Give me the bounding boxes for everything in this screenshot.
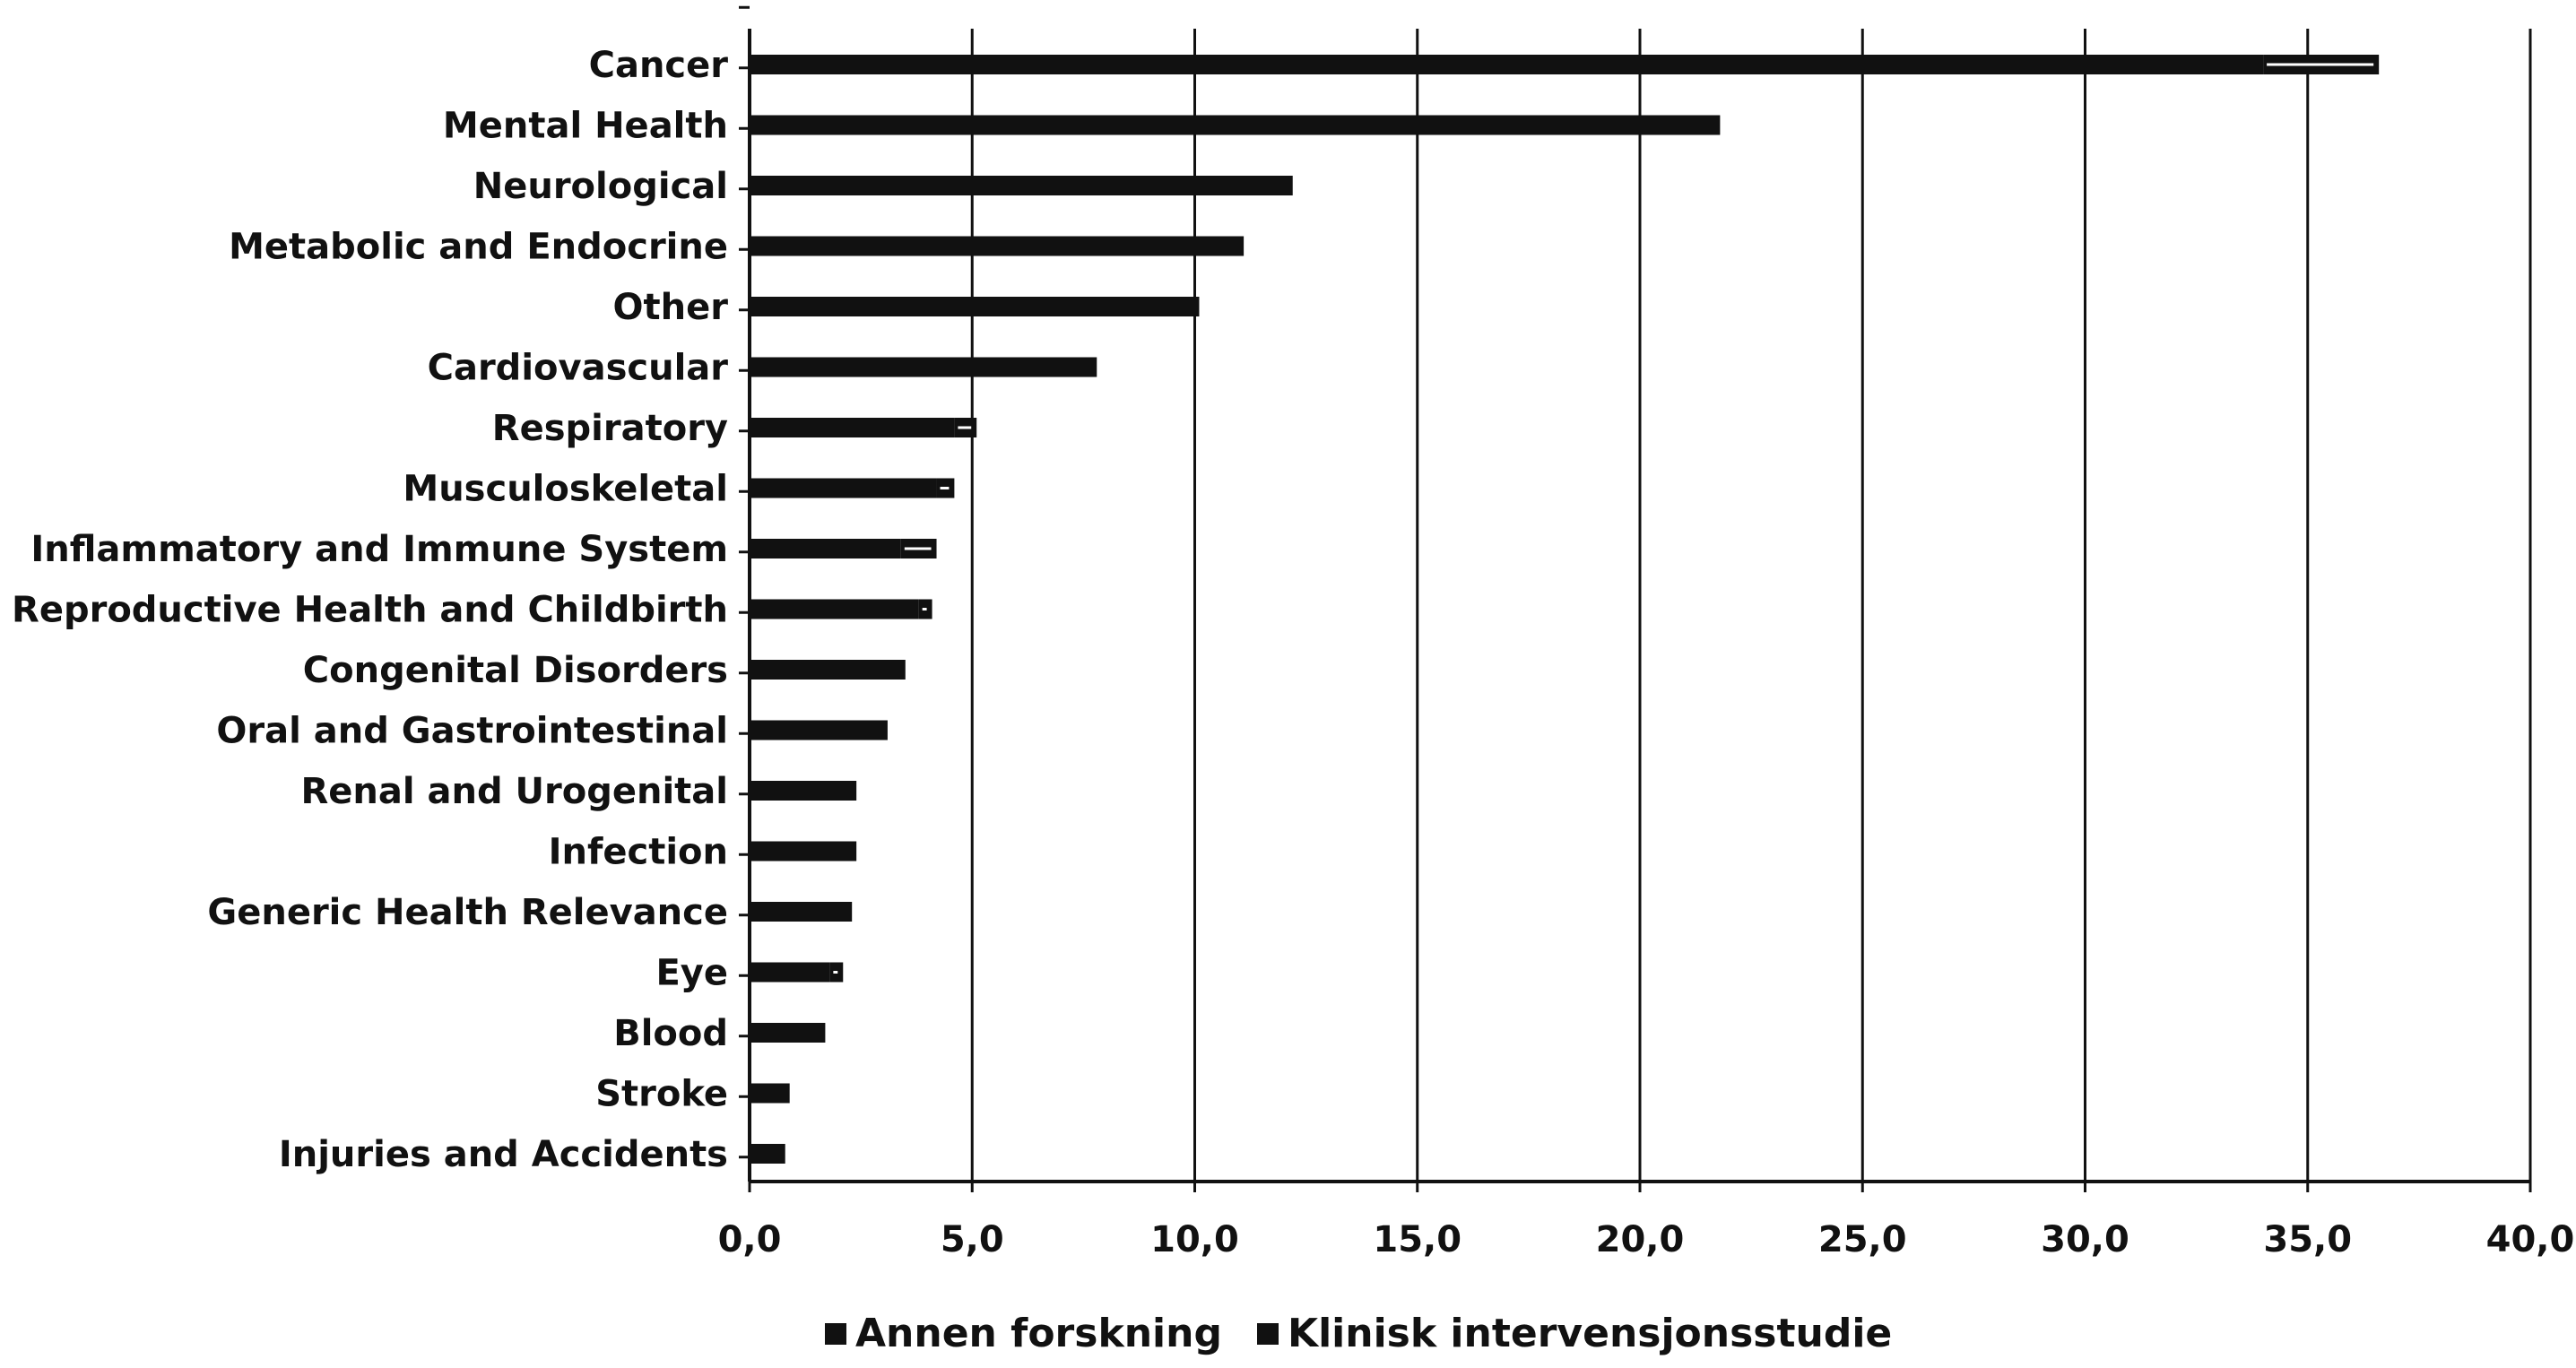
axes bbox=[739, 5, 2532, 1192]
x-tick-label: 5,0 bbox=[941, 1219, 1004, 1260]
category-label: Inflammatory and Immune System bbox=[30, 529, 728, 570]
category-label: Stroke bbox=[595, 1074, 728, 1115]
legend: Annen forskning Klinisk intervensjonsstud… bbox=[825, 1311, 1892, 1356]
bar-annen-forskning bbox=[750, 781, 857, 801]
category-label: Oral and Gastrointestinal bbox=[216, 711, 728, 752]
bar-annen-forskning bbox=[750, 1083, 790, 1104]
category-label: Other bbox=[613, 287, 729, 328]
bar-annen-forskning bbox=[750, 115, 1721, 135]
bar-annen-forskning bbox=[750, 841, 857, 861]
x-tick-label: 40,0 bbox=[2486, 1219, 2575, 1260]
category-label: Blood bbox=[613, 1013, 728, 1054]
bar-annen-forskning bbox=[750, 660, 906, 680]
category-label: Congenital Disorders bbox=[303, 650, 728, 691]
bar-annen-forskning bbox=[750, 599, 919, 619]
legend-swatch bbox=[1257, 1323, 1279, 1345]
x-tick-label: 30,0 bbox=[2041, 1219, 2129, 1260]
bar-annen-forskning bbox=[750, 902, 853, 922]
category-label: Reproductive Health and Childbirth bbox=[12, 590, 728, 631]
x-tick-label: 0,0 bbox=[718, 1219, 782, 1260]
category-label: Respiratory bbox=[492, 408, 728, 449]
bar-annen-forskning bbox=[750, 1023, 826, 1043]
bar-annen-forskning bbox=[750, 176, 1293, 195]
category-label: Metabolic and Endocrine bbox=[229, 227, 728, 268]
bar-annen-forskning bbox=[750, 478, 937, 498]
bar-annen-forskning bbox=[750, 418, 955, 437]
category-label: Neurological bbox=[473, 166, 728, 207]
bar-annen-forskning bbox=[750, 539, 901, 558]
category-label: Cancer bbox=[589, 45, 729, 86]
legend-label: Annen forskning bbox=[855, 1311, 1222, 1356]
bar-annen-forskning bbox=[750, 962, 830, 983]
legend-label: Klinisk intervensjonsstudie bbox=[1288, 1311, 1892, 1356]
bar-annen-forskning bbox=[750, 55, 2264, 74]
x-tick-label: 15,0 bbox=[1373, 1219, 1461, 1260]
category-label: Infection bbox=[549, 832, 728, 873]
bar-annen-forskning bbox=[750, 357, 1097, 377]
bars bbox=[750, 55, 2380, 1164]
x-tick-label: 10,0 bbox=[1150, 1219, 1239, 1260]
x-tick-label: 35,0 bbox=[2263, 1219, 2352, 1260]
category-label: Eye bbox=[655, 953, 728, 994]
bar-annen-forskning bbox=[750, 1144, 785, 1164]
bar-annen-forskning bbox=[750, 297, 1200, 316]
x-tick-label: 20,0 bbox=[1596, 1219, 1685, 1260]
gridlines bbox=[970, 29, 2532, 1182]
x-tick-label: 25,0 bbox=[1818, 1219, 1907, 1260]
category-label: Injuries and Accidents bbox=[279, 1134, 728, 1175]
x-tick-labels: 0,0 5,0 10,0 15,0 20,0 25,0 30,0 35,0 40,0 bbox=[718, 1219, 2575, 1260]
category-label: Renal and Urogenital bbox=[300, 771, 728, 812]
bar-annen-forskning bbox=[750, 236, 1245, 256]
category-label: Generic Health Relevance bbox=[207, 892, 728, 933]
category-labels: Cancer Mental Health Neurological Metabolic… bbox=[12, 45, 728, 1175]
category-label: Musculoskeletal bbox=[403, 469, 728, 510]
category-label: Cardiovascular bbox=[428, 348, 729, 389]
category-label: Mental Health bbox=[443, 106, 728, 147]
legend-swatch bbox=[825, 1323, 846, 1345]
bar-annen-forskning bbox=[750, 720, 888, 740]
